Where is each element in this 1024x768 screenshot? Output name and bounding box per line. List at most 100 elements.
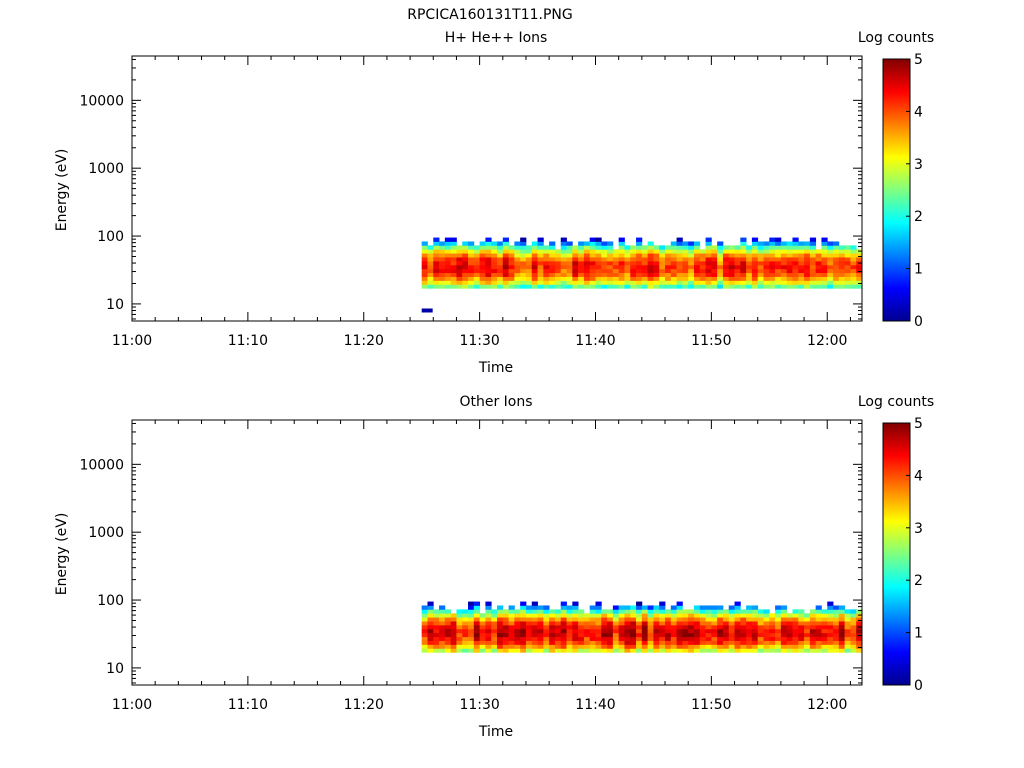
spectrogram-cell: [775, 648, 782, 653]
spectrogram-cell: [583, 284, 591, 289]
spectrogram-cell: [560, 628, 567, 634]
spectrogram-cell: [693, 617, 701, 622]
spectrogram-cell: [439, 621, 446, 626]
spectrogram-cell: [786, 636, 793, 641]
spectrogram-cell: [560, 284, 567, 289]
spectrogram-cell: [786, 648, 793, 653]
spectrogram-cell: [705, 237, 712, 242]
spectrogram-cell: [508, 280, 515, 285]
spectrogram-cell: [636, 609, 643, 614]
spectrogram-cell: [612, 284, 620, 289]
spectrogram-cell: [734, 624, 741, 630]
spectrogram-cell: [763, 268, 770, 274]
spectrogram-cell: [665, 272, 672, 277]
spectrogram-cell: [821, 260, 828, 266]
spectrogram-cell: [514, 624, 521, 630]
spectrogram-cell: [560, 613, 567, 618]
spectrogram-cell: [850, 609, 857, 614]
spectrogram-cell: [462, 264, 469, 270]
spectrogram-cell: [572, 260, 579, 266]
spectrogram-cell: [722, 245, 730, 250]
spectrogram-cell: [734, 609, 741, 614]
spectrogram-cell: [444, 624, 452, 630]
spectrogram-cell: [670, 617, 677, 622]
spectrogram-cell: [543, 264, 550, 270]
spectrogram-cell: [821, 628, 828, 634]
spectrogram-cell: [833, 636, 840, 641]
spectrogram-cell: [798, 257, 805, 262]
spectrogram-cell: [798, 264, 805, 270]
spectrogram-cell: [676, 284, 683, 289]
spectrogram-cell: [798, 632, 805, 638]
spectrogram-cell: [717, 605, 724, 610]
spectrogram-cell: [531, 621, 538, 626]
spectrogram-cell: [688, 253, 695, 258]
spectrogram-cell: [514, 632, 521, 638]
spectrogram-cell: [583, 636, 591, 641]
spectrogram-cell: [775, 644, 782, 649]
spectrogram-cell: [560, 617, 567, 622]
spectrogram-cell: [456, 648, 463, 653]
spectrogram-cell: [821, 241, 828, 246]
colorbar-tick-label: 2: [914, 573, 923, 589]
spectrogram-cell: [665, 644, 672, 649]
spectrogram-cell: [821, 257, 828, 262]
spectrogram-cell: [722, 628, 730, 634]
spectrogram-cell: [560, 253, 567, 258]
spectrogram-cell: [502, 624, 509, 630]
spectrogram-cell: [751, 605, 759, 610]
spectrogram-cell: [647, 253, 654, 258]
spectrogram-cell: [763, 257, 770, 262]
spectrogram-cell: [746, 260, 753, 266]
spectrogram-cell: [450, 617, 457, 622]
spectrogram-cell: [421, 272, 428, 277]
spectrogram-cell: [508, 276, 515, 281]
spectrogram-cell: [636, 253, 643, 258]
spectrogram-cell: [601, 632, 608, 638]
spectrogram-cell: [722, 268, 730, 274]
spectrogram-cell: [653, 613, 660, 618]
spectrogram-cell: [433, 268, 440, 274]
spectrogram-cell: [549, 241, 556, 246]
x-tick-label: 11:10: [228, 333, 268, 349]
spectrogram-cell: [554, 621, 562, 626]
spectrogram-cell: [641, 613, 649, 618]
spectrogram-cell: [693, 241, 701, 246]
spectrogram-cell: [485, 624, 492, 630]
spectrogram-cell: [653, 644, 660, 649]
spectrogram-cell: [751, 272, 759, 277]
spectrogram-cell: [595, 253, 602, 258]
spectrogram-cell: [757, 280, 764, 285]
spectrogram-cell: [780, 648, 788, 653]
y-tick-label: 1000: [88, 161, 124, 177]
spectrogram-cell: [566, 276, 573, 281]
spectrogram-cell: [850, 640, 857, 645]
spectrogram-cell: [711, 605, 718, 610]
spectrogram-cell: [508, 249, 515, 254]
spectrogram-cell: [549, 617, 556, 622]
spectrogram-cell: [798, 644, 805, 649]
spectrogram-cell: [531, 268, 538, 274]
axes: 11:00 11:10 11:20 11:30 11:40 11:50 12:0010100…: [79, 55, 863, 349]
spectrogram-cell: [792, 249, 799, 254]
spectrogram-cell: [728, 245, 735, 250]
spectrogram-cell: [780, 617, 788, 622]
spectrogram-cell: [485, 268, 492, 274]
spectrogram-cell: [601, 245, 608, 250]
spectrogram-cell: [624, 272, 631, 277]
spectrogram-cell: [549, 245, 556, 250]
spectrogram-cell: [659, 268, 666, 274]
spectrogram-cell: [833, 264, 840, 270]
spectrogram-cell: [682, 260, 689, 266]
spectrogram-cell: [462, 632, 469, 638]
spectrogram-cell: [641, 624, 649, 630]
spectrogram-cell: [607, 280, 614, 285]
spectrogram-cell: [439, 640, 446, 645]
spectrogram-cell: [421, 644, 428, 649]
spectrogram-cell: [844, 245, 851, 250]
spectrogram-cell: [798, 276, 805, 281]
spectrogram-cell: [641, 628, 649, 634]
spectrogram-cell: [554, 632, 562, 638]
spectrogram-cell: [468, 617, 475, 622]
spectrogram-cell: [670, 628, 677, 634]
